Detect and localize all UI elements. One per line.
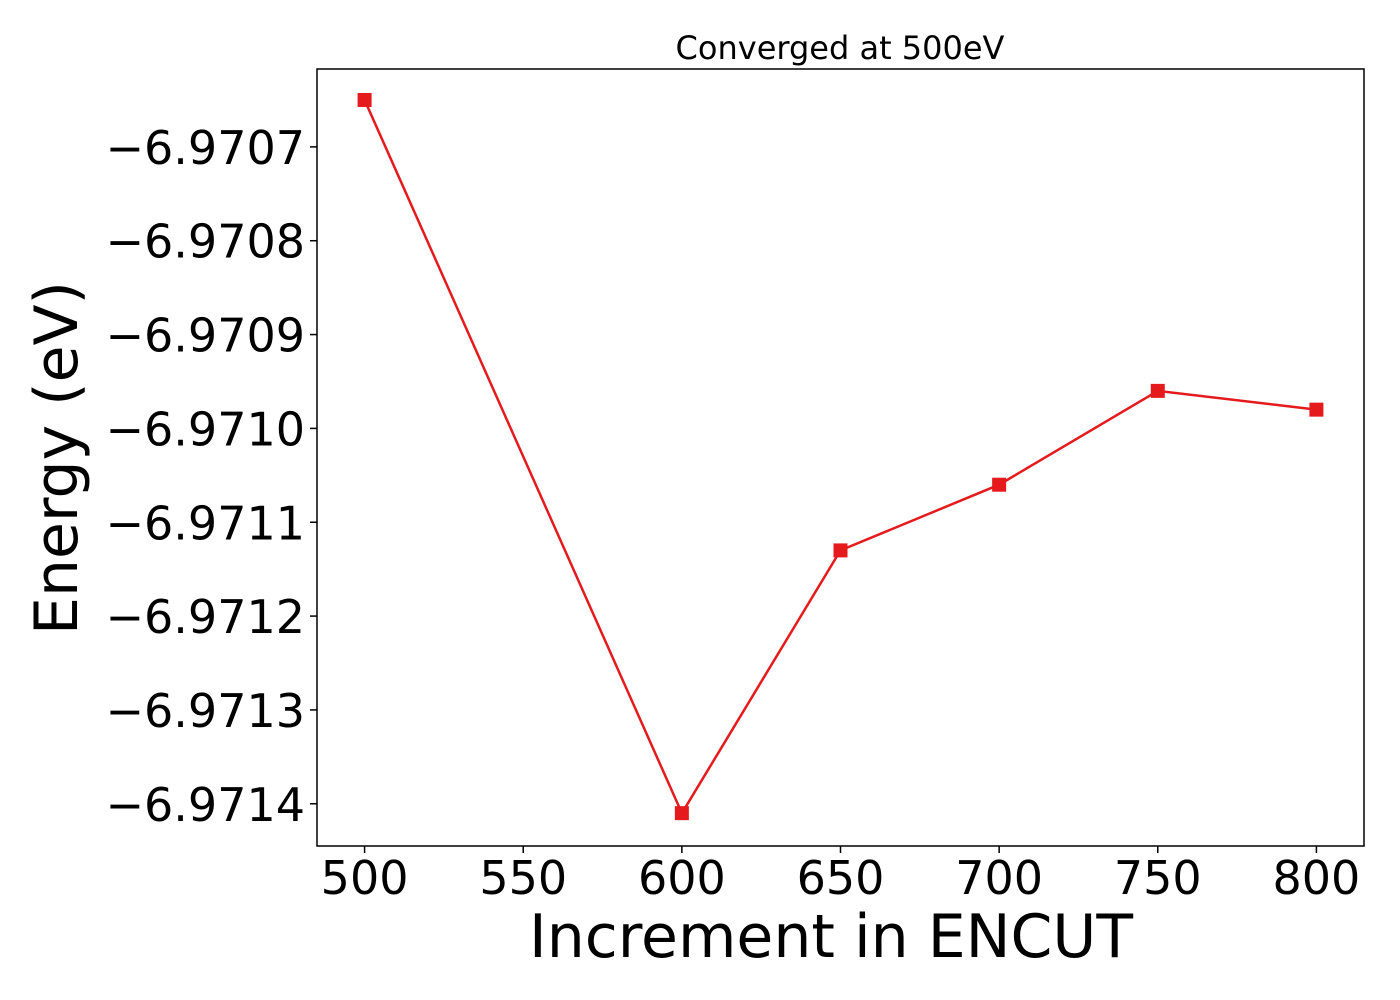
x-tick-label: 650 — [797, 851, 885, 905]
y-tick-label: −6.9712 — [106, 590, 306, 644]
chart-title: Converged at 500eV — [676, 29, 1005, 67]
y-tick-label: −6.9708 — [106, 215, 306, 269]
x-axis: 500 550 600 650 700 750 800 — [321, 846, 1361, 905]
x-tick-label: 800 — [1273, 851, 1361, 905]
y-axis: −6.9714 −6.9713 −6.9712 −6.9711 −6.9710 −6.97… — [106, 121, 317, 832]
x-axis-title: Increment in ENCUT — [529, 902, 1133, 972]
data-point-marker — [357, 92, 372, 107]
y-tick-label: −6.9714 — [106, 778, 306, 832]
x-tick-label: 500 — [321, 851, 409, 905]
y-axis-title: Energy (eV) — [22, 281, 92, 635]
y-tick-label: −6.9709 — [106, 309, 306, 363]
x-tick-label: 700 — [955, 851, 1043, 905]
x-tick-label: 600 — [638, 851, 726, 905]
data-point-marker — [1150, 383, 1165, 398]
y-tick-label: −6.9711 — [106, 496, 306, 550]
plot-area — [357, 92, 1324, 821]
data-point-marker — [674, 806, 689, 821]
y-tick-label: −6.9713 — [106, 684, 306, 738]
y-tick-label: −6.9707 — [106, 121, 306, 175]
data-point-marker — [992, 477, 1007, 492]
data-point-marker — [1309, 402, 1324, 417]
data-point-marker — [833, 543, 848, 558]
series-line — [363, 99, 1317, 816]
x-tick-label: 750 — [1114, 851, 1202, 905]
y-tick-label: −6.9710 — [106, 402, 306, 456]
x-tick-label: 550 — [479, 851, 567, 905]
